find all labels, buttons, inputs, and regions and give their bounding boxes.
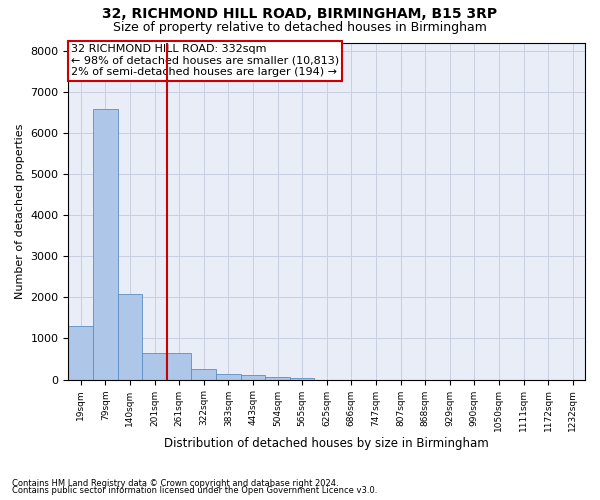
Bar [118, 294, 142, 380]
Text: 32, RICHMOND HILL ROAD, BIRMINGHAM, B15 3RP: 32, RICHMOND HILL ROAD, BIRMINGHAM, B15 … [103, 8, 497, 22]
Text: Size of property relative to detached houses in Birmingham: Size of property relative to detached ho… [113, 21, 487, 34]
Bar [191, 369, 216, 380]
Text: Contains HM Land Registry data © Crown copyright and database right 2024.: Contains HM Land Registry data © Crown c… [12, 478, 338, 488]
Bar [167, 353, 191, 380]
Text: Contains public sector information licensed under the Open Government Licence v3: Contains public sector information licen… [12, 486, 377, 495]
Bar [265, 376, 290, 380]
Bar [290, 378, 314, 380]
Bar [142, 353, 167, 380]
Bar [216, 374, 241, 380]
Y-axis label: Number of detached properties: Number of detached properties [15, 124, 25, 298]
Text: 32 RICHMOND HILL ROAD: 332sqm
← 98% of detached houses are smaller (10,813)
2% o: 32 RICHMOND HILL ROAD: 332sqm ← 98% of d… [71, 44, 339, 78]
Bar [68, 326, 93, 380]
X-axis label: Distribution of detached houses by size in Birmingham: Distribution of detached houses by size … [164, 437, 489, 450]
Bar [93, 109, 118, 380]
Bar [241, 375, 265, 380]
